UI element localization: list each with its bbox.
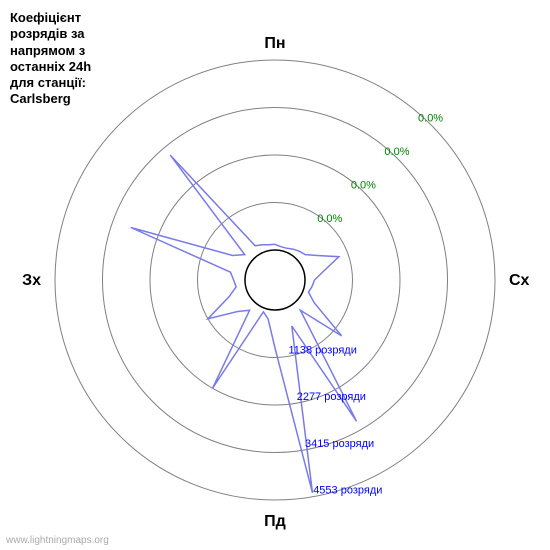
svg-text:0.0%: 0.0% (317, 213, 342, 225)
svg-text:Пн: Пн (264, 35, 285, 52)
svg-text:Пд: Пд (264, 513, 286, 530)
svg-text:4553 розряди: 4553 розряди (313, 485, 382, 497)
svg-text:3415 розряди: 3415 розряди (305, 438, 374, 450)
svg-text:0.0%: 0.0% (351, 180, 376, 192)
svg-text:0.0%: 0.0% (384, 146, 409, 158)
svg-text:1138 розряди: 1138 розряди (288, 344, 356, 356)
polar-chart-container: Коефіцієнт розрядів за напрямом з останн… (0, 0, 550, 550)
svg-text:Зх: Зх (22, 272, 41, 289)
svg-text:0.0%: 0.0% (418, 112, 443, 124)
svg-text:2277 розряди: 2277 розряди (297, 391, 366, 403)
svg-text:Сх: Сх (509, 272, 530, 289)
chart-title: Коефіцієнт розрядів за напрямом з останн… (10, 10, 91, 108)
attribution-text: www.lightningmaps.org (6, 535, 109, 546)
